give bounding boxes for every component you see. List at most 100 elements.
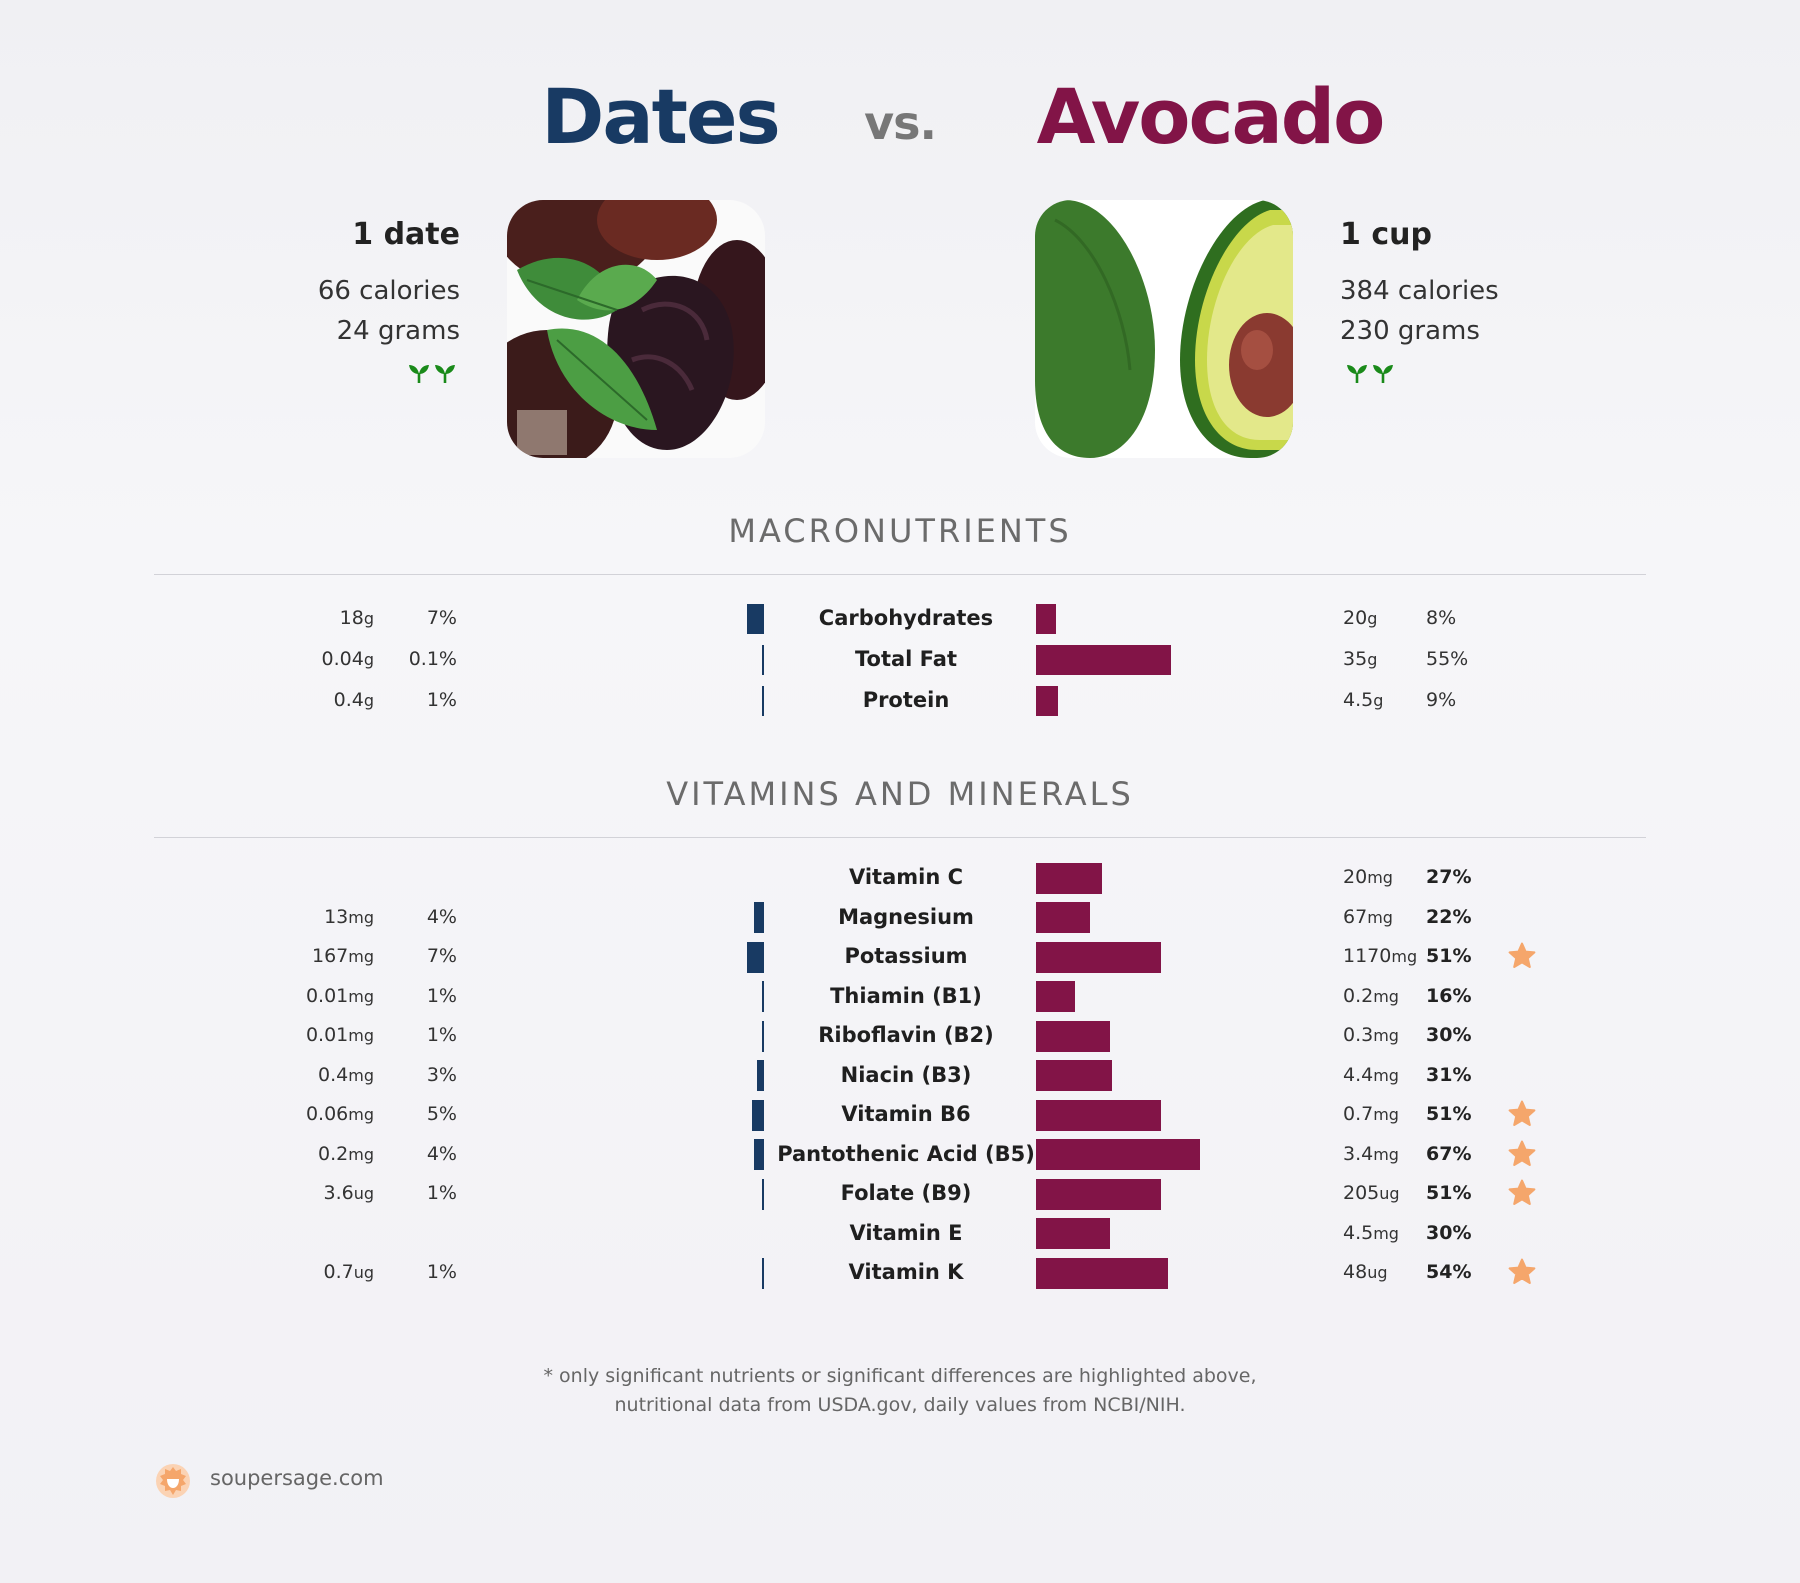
sprout-icon (1347, 365, 1367, 383)
left-unit: mg (348, 1105, 374, 1124)
nutrient-label: Vitamin E (849, 1220, 963, 1245)
right-unit: mg (1367, 868, 1393, 887)
nutrient-label: Protein (862, 688, 950, 712)
right-bar (1036, 645, 1171, 675)
right-value: 20g (1343, 607, 1377, 629)
right-unit: mg (1373, 1065, 1399, 1085)
right-unit: g (1373, 691, 1384, 710)
left-percent: 1% (426, 689, 457, 711)
left-bar (761, 981, 764, 1012)
right-amount: 0.7 (1343, 1103, 1374, 1125)
star-icon (1508, 942, 1536, 968)
right-value: 0.3mg (1343, 1024, 1399, 1046)
left-percent: 1% (426, 984, 457, 1007)
right-bar (1036, 1099, 1161, 1131)
footnote: * only significant nutrients or signific… (0, 1362, 1800, 1420)
sprout-icon (409, 365, 429, 383)
right-bar (1036, 862, 1103, 894)
right-value: 67mg (1343, 906, 1393, 928)
right-amount: 20 (1343, 866, 1368, 888)
right-value: 20mg (1343, 866, 1393, 888)
right-vegan-badge (1346, 362, 1394, 384)
right-amount: 4.5 (1343, 1221, 1374, 1244)
right-bar (1036, 686, 1059, 716)
left-unit: mg (348, 1144, 374, 1164)
right-percent: 30% (1426, 1024, 1472, 1046)
nutrient-label: Potassium (844, 944, 968, 968)
right-bar (1036, 1060, 1112, 1091)
nutrient-label: Niacin (B3) (840, 1062, 972, 1087)
left-percent: 1% (426, 1024, 457, 1046)
right-unit: ug (1367, 1263, 1388, 1282)
right-amount: 67 (1343, 905, 1368, 928)
macronutrients-title: MACRONUTRIENTS (728, 512, 1072, 550)
right-percent: 51% (1426, 1182, 1472, 1204)
left-value: 0.01mg (306, 985, 374, 1007)
left-amount: 18 (339, 607, 364, 629)
right-value: 0.7mg (1343, 1103, 1399, 1125)
right-bar (1036, 1020, 1110, 1052)
left-serving: 1 date (352, 217, 460, 252)
star-icon (1508, 1140, 1536, 1166)
left-bar (756, 1060, 764, 1091)
avocado-photo (1035, 200, 1293, 458)
right-percent: 31% (1426, 1063, 1472, 1086)
left-grams: 24 grams (336, 316, 460, 346)
nutrient-label: Folate (B9) (840, 1181, 972, 1205)
right-value: 205ug (1343, 1182, 1400, 1204)
left-bar (754, 902, 764, 933)
left-amount: 13 (324, 905, 349, 928)
vitamins-title: VITAMINS AND MINERALS (666, 775, 1134, 813)
dates-photo (507, 200, 765, 458)
right-percent: 54% (1426, 1261, 1472, 1283)
right-percent: 55% (1426, 648, 1469, 670)
right-percent: 22% (1426, 905, 1472, 928)
left-unit: mg (348, 907, 374, 927)
right-bar (1036, 941, 1161, 973)
left-unit: mg (348, 1065, 374, 1085)
vs-label: vs. (864, 96, 937, 150)
left-percent: 7% (426, 945, 457, 967)
right-unit: mg (1367, 907, 1393, 927)
right-calories: 384 calories (1340, 276, 1499, 306)
left-amount: 0.01 (305, 1024, 349, 1046)
right-unit: g (1367, 650, 1378, 669)
left-amount: 0.2 (318, 1142, 349, 1165)
left-percent: 4% (426, 1142, 457, 1165)
left-vegan-badge (408, 362, 456, 384)
left-amount: 3.6 (323, 1182, 354, 1204)
nutrient-label: Vitamin K (848, 1260, 964, 1284)
left-value: 0.01mg (306, 1024, 374, 1046)
left-bar (751, 1099, 764, 1131)
right-percent: 67% (1426, 1142, 1472, 1165)
star-icon (1508, 1258, 1536, 1284)
right-amount: 4.5 (1343, 689, 1374, 711)
right-amount: 35 (1343, 648, 1368, 670)
left-bar (762, 645, 764, 675)
left-unit: g (363, 650, 374, 669)
right-unit: ug (1379, 1184, 1400, 1203)
right-bar (1036, 604, 1056, 634)
right-value: 4.5g (1343, 689, 1383, 711)
star-icon (1508, 1179, 1536, 1205)
site-link[interactable]: soupersage.com (210, 1466, 384, 1490)
left-value: 3.6ug (323, 1182, 374, 1204)
right-amount: 20 (1343, 607, 1368, 629)
left-unit: ug (353, 1184, 374, 1203)
left-amount: 0.04 (321, 648, 364, 670)
left-bar (761, 1257, 764, 1289)
right-value: 1170mg (1343, 945, 1417, 967)
right-percent: 16% (1426, 984, 1472, 1007)
right-value: 0.2mg (1343, 985, 1399, 1007)
right-value: 48ug (1343, 1261, 1387, 1283)
right-bar (1036, 1139, 1201, 1170)
left-percent: 4% (426, 905, 457, 928)
right-unit: mg (1373, 1144, 1399, 1164)
footnote-line-1: * only significant nutrients or signific… (543, 1365, 1257, 1387)
left-bar (761, 1178, 764, 1210)
left-value: 0.06mg (306, 1103, 374, 1125)
left-value: 0.4g (334, 689, 374, 711)
left-unit: mg (348, 1026, 374, 1045)
left-value: 0.4mg (318, 1064, 374, 1086)
left-bar (761, 686, 764, 716)
